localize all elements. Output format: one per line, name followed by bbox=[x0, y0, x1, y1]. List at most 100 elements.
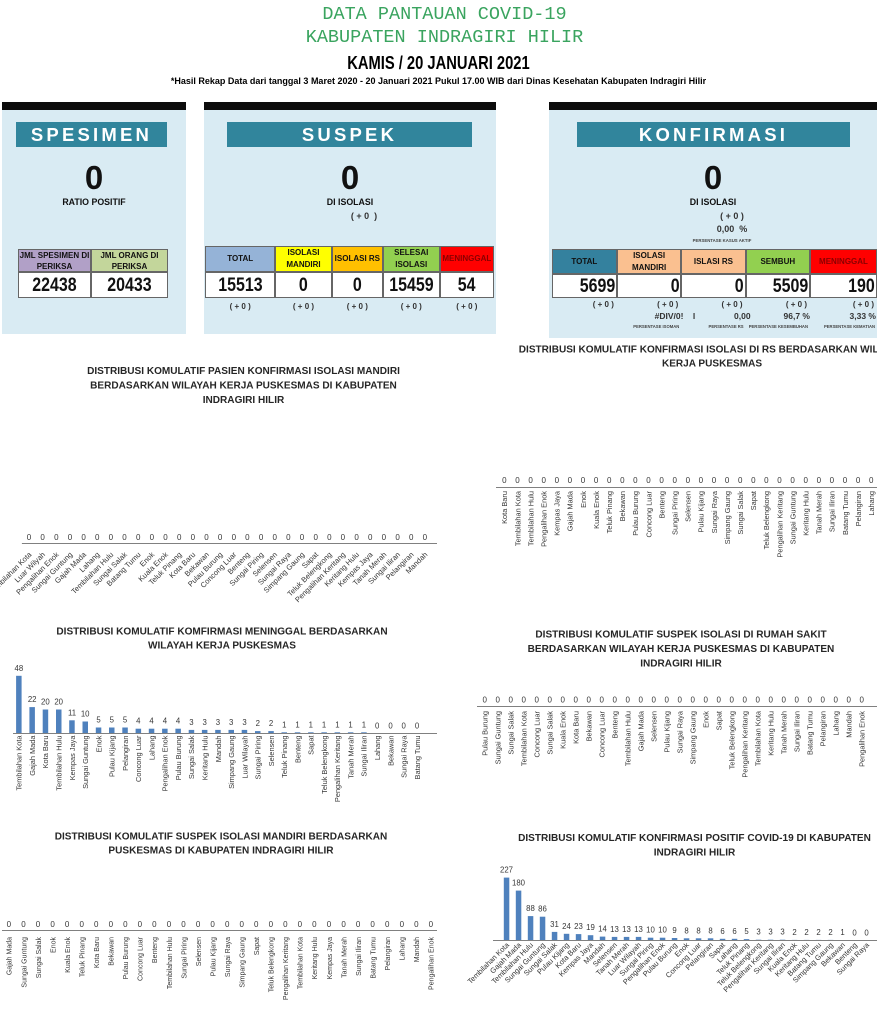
svg-text:Sungai Iliran: Sungai Iliran bbox=[828, 491, 837, 532]
svg-text:2: 2 bbox=[256, 719, 260, 728]
svg-text:2: 2 bbox=[269, 719, 273, 728]
svg-text:0: 0 bbox=[385, 920, 390, 929]
svg-text:DISTRIBUSI KOMULATIF PASIEN KO: DISTRIBUSI KOMULATIF PASIEN KONFIRMASI I… bbox=[87, 366, 400, 377]
svg-text:Tembilahan Hulu: Tembilahan Hulu bbox=[55, 736, 64, 791]
svg-text:Pengalihan Enok: Pengalihan Enok bbox=[429, 937, 436, 990]
svg-text:2: 2 bbox=[804, 928, 808, 937]
svg-text:0: 0 bbox=[150, 533, 155, 542]
svg-text:Pengalihan Keritang: Pengalihan Keritang bbox=[333, 736, 342, 803]
svg-text:Pelangiran: Pelangiran bbox=[385, 937, 392, 971]
svg-text:0: 0 bbox=[638, 696, 643, 705]
svg-text:0: 0 bbox=[612, 696, 617, 705]
svg-text:0: 0 bbox=[122, 533, 127, 542]
svg-text:Sungai Iliran: Sungai Iliran bbox=[360, 736, 369, 777]
svg-text:3: 3 bbox=[203, 718, 207, 727]
svg-text:0: 0 bbox=[95, 533, 100, 542]
svg-text:Pulau Kijang: Pulau Kijang bbox=[108, 736, 117, 778]
svg-text:Sungai Raya: Sungai Raya bbox=[225, 937, 232, 977]
svg-text:Kempas Jaya: Kempas Jaya bbox=[68, 735, 77, 781]
svg-text:3: 3 bbox=[756, 928, 760, 937]
svg-text:Selensen: Selensen bbox=[267, 736, 276, 767]
svg-text:31: 31 bbox=[550, 920, 559, 929]
svg-text:0: 0 bbox=[833, 696, 838, 705]
svg-text:0: 0 bbox=[843, 476, 848, 485]
svg-text:Luar Wilayah: Luar Wilayah bbox=[240, 736, 249, 779]
svg-text:3: 3 bbox=[216, 718, 220, 727]
svg-text:Concong Luar: Concong Luar bbox=[644, 490, 653, 537]
svg-text:0: 0 bbox=[81, 533, 86, 542]
svg-text:Batang Tumu: Batang Tumu bbox=[370, 937, 377, 979]
svg-text:Teluk Belengkong: Teluk Belengkong bbox=[269, 937, 276, 992]
svg-text:0: 0 bbox=[136, 533, 141, 542]
svg-text:0: 0 bbox=[699, 476, 704, 485]
svg-text:0: 0 bbox=[515, 476, 520, 485]
svg-text:0: 0 bbox=[781, 696, 786, 705]
svg-text:0: 0 bbox=[286, 533, 291, 542]
svg-text:0: 0 bbox=[218, 533, 223, 542]
svg-text:0: 0 bbox=[163, 533, 168, 542]
svg-text:0: 0 bbox=[370, 920, 375, 929]
svg-text:0: 0 bbox=[341, 533, 346, 542]
svg-text:0: 0 bbox=[341, 920, 346, 929]
svg-text:INDRAGIRI HILIR: INDRAGIRI HILIR bbox=[654, 848, 736, 859]
svg-text:0: 0 bbox=[482, 696, 487, 705]
svg-text:11: 11 bbox=[68, 708, 76, 717]
svg-text:0: 0 bbox=[65, 920, 70, 929]
svg-text:0: 0 bbox=[327, 533, 332, 542]
svg-text:0: 0 bbox=[181, 920, 186, 929]
svg-text:PUSKESMAS DI KABUPATEN INDRAGI: PUSKESMAS DI KABUPATEN INDRAGIRI HILIR bbox=[108, 846, 334, 857]
svg-text:0: 0 bbox=[830, 476, 835, 485]
svg-text:Teluk Pinang: Teluk Pinang bbox=[605, 491, 614, 533]
svg-text:1: 1 bbox=[295, 720, 299, 729]
svg-text:0: 0 bbox=[177, 533, 182, 542]
svg-text:1: 1 bbox=[309, 720, 313, 729]
svg-text:Batang Tumu: Batang Tumu bbox=[806, 711, 815, 755]
svg-text:0: 0 bbox=[196, 920, 201, 929]
svg-text:Simpang Gaung: Simpang Gaung bbox=[723, 491, 732, 544]
svg-text:2: 2 bbox=[792, 928, 796, 937]
svg-text:0: 0 bbox=[738, 476, 743, 485]
svg-text:8: 8 bbox=[708, 926, 712, 935]
svg-text:Teluk Belengkong: Teluk Belengkong bbox=[762, 491, 771, 549]
svg-text:Pulau Kijang: Pulau Kijang bbox=[697, 491, 706, 533]
svg-text:Gajah Mada: Gajah Mada bbox=[7, 937, 14, 975]
svg-text:Sungai Piring: Sungai Piring bbox=[254, 736, 263, 780]
svg-text:0: 0 bbox=[846, 696, 851, 705]
svg-text:0: 0 bbox=[651, 696, 656, 705]
svg-text:0: 0 bbox=[225, 920, 230, 929]
svg-text:Mandah: Mandah bbox=[414, 937, 421, 962]
svg-text:Benteng: Benteng bbox=[611, 711, 620, 739]
svg-text:3: 3 bbox=[189, 718, 193, 727]
svg-text:0: 0 bbox=[259, 533, 264, 542]
svg-text:4: 4 bbox=[149, 717, 154, 726]
svg-text:0: 0 bbox=[152, 920, 157, 929]
svg-text:0: 0 bbox=[312, 920, 317, 929]
svg-text:Mandah: Mandah bbox=[845, 711, 854, 738]
svg-text:0: 0 bbox=[68, 533, 73, 542]
svg-text:Pengalihan Enok: Pengalihan Enok bbox=[858, 711, 867, 767]
svg-text:Keritang Hulu: Keritang Hulu bbox=[767, 711, 776, 756]
svg-text:Pulau Kijang: Pulau Kijang bbox=[663, 711, 672, 753]
svg-text:Kota Baru: Kota Baru bbox=[572, 711, 581, 744]
svg-text:Sapat: Sapat bbox=[254, 937, 261, 955]
svg-text:0: 0 bbox=[777, 476, 782, 485]
svg-text:0: 0 bbox=[402, 722, 407, 731]
svg-text:Pengalihan Enok: Pengalihan Enok bbox=[540, 491, 549, 547]
svg-text:Tanah Merah: Tanah Merah bbox=[780, 711, 789, 754]
svg-text:0: 0 bbox=[210, 920, 215, 929]
svg-text:0: 0 bbox=[400, 920, 405, 929]
svg-text:Mandah: Mandah bbox=[214, 736, 223, 763]
svg-text:0: 0 bbox=[283, 920, 288, 929]
svg-text:Pelangiran: Pelangiran bbox=[854, 491, 863, 526]
svg-text:Pulau Burung: Pulau Burung bbox=[481, 711, 490, 756]
svg-text:Simpang Gaung: Simpang Gaung bbox=[227, 736, 236, 789]
svg-text:0: 0 bbox=[232, 533, 237, 542]
svg-text:1: 1 bbox=[282, 720, 286, 729]
svg-text:0: 0 bbox=[794, 696, 799, 705]
svg-text:88: 88 bbox=[526, 904, 535, 913]
svg-text:0: 0 bbox=[54, 533, 59, 542]
svg-text:Pengalihan Keritang: Pengalihan Keritang bbox=[741, 711, 750, 778]
svg-text:DISTRIBUSI KOMULATIF SUSPEK IS: DISTRIBUSI KOMULATIF SUSPEK ISOLASI DI R… bbox=[535, 630, 827, 641]
svg-text:Kuala Enok: Kuala Enok bbox=[65, 937, 72, 973]
svg-text:Sapat: Sapat bbox=[715, 711, 724, 730]
